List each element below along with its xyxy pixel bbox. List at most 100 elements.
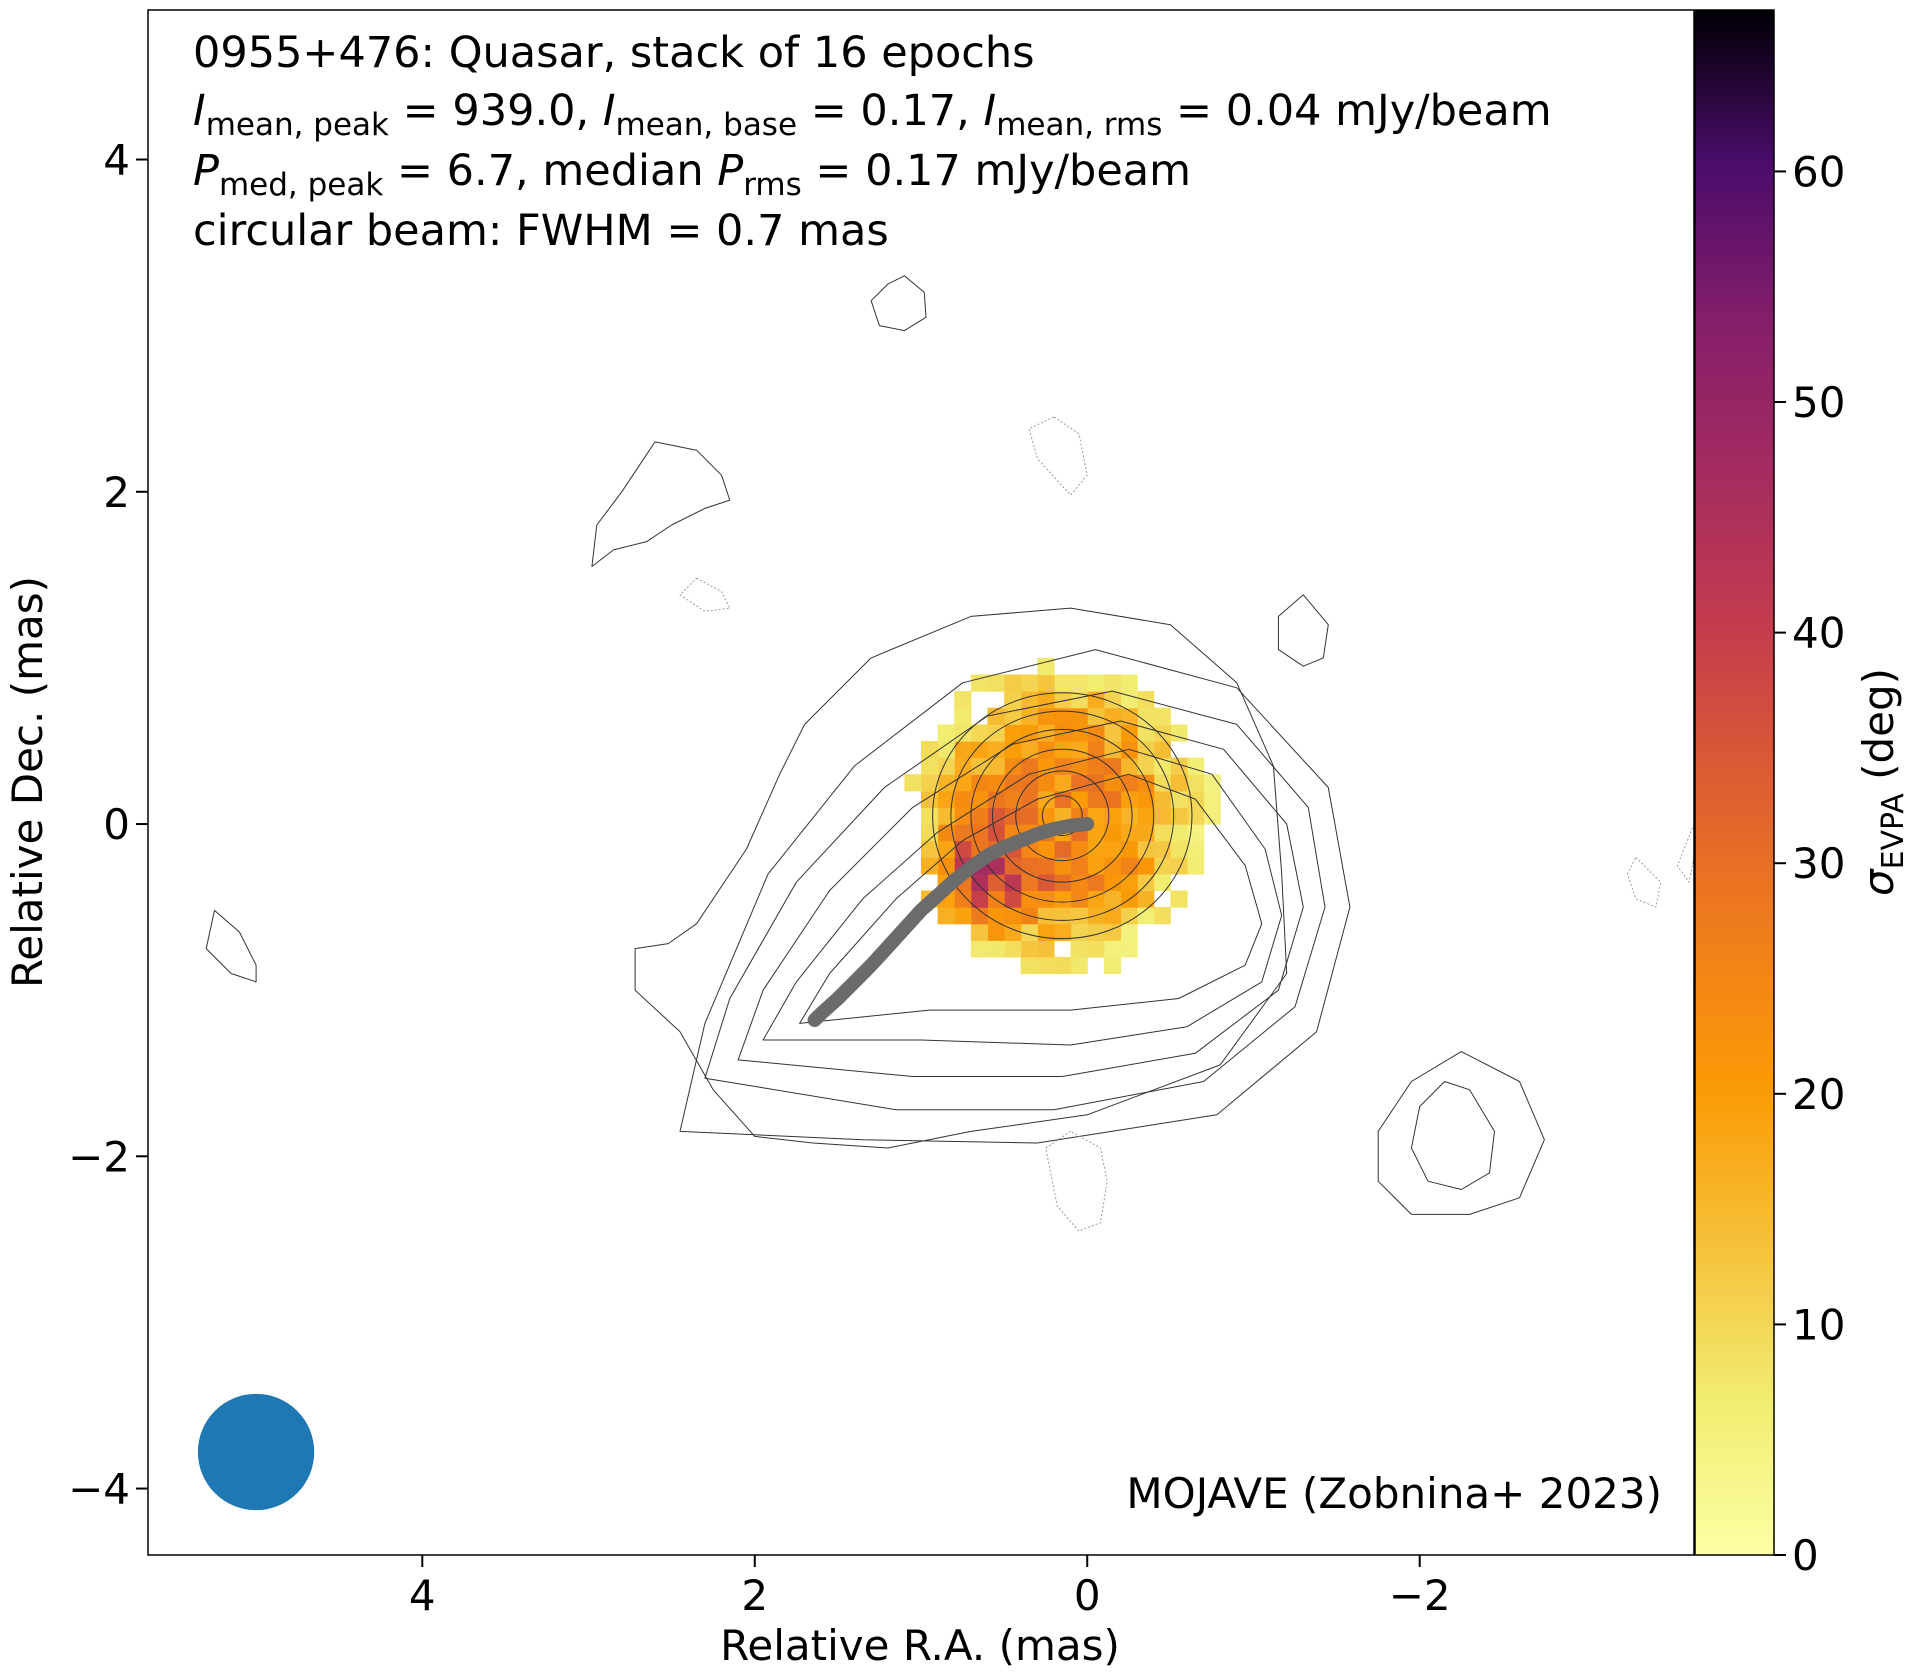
heat-pixel (1170, 890, 1188, 908)
heat-pixel (1037, 956, 1055, 975)
heat-pixel (1137, 840, 1155, 858)
heat-pixel (937, 774, 955, 792)
heat-pixel (1037, 940, 1055, 958)
negative-contour (1627, 856, 1662, 908)
heat-pixel (1120, 691, 1138, 709)
heat-pixel (1037, 774, 1055, 792)
colorbar-tick-label: 30 (1792, 839, 1845, 888)
heat-pixel (987, 741, 1005, 759)
heat-pixel (1203, 774, 1221, 792)
heat-pixel (1070, 724, 1088, 742)
heat-pixel (1120, 807, 1138, 825)
contour-line (634, 607, 1288, 1149)
heat-pixel (987, 724, 1005, 742)
heat-pixel (1020, 923, 1038, 941)
heat-pixel (1187, 857, 1205, 875)
heat-pixel (1170, 774, 1188, 792)
negative-contour (1676, 823, 1694, 883)
heat-pixel (1070, 873, 1088, 892)
heat-pixel (1087, 857, 1105, 875)
negative-contour (679, 577, 731, 612)
heat-pixel (1037, 741, 1055, 759)
heat-pixel (1170, 807, 1188, 825)
heat-pixel (987, 774, 1005, 792)
heat-pixel (1137, 907, 1155, 925)
heat-pixel (1070, 956, 1088, 975)
colorbar-label: σEVPA (deg) (1854, 668, 1905, 896)
heat-pixel (1037, 707, 1055, 725)
heat-pixel (1120, 707, 1138, 725)
heat-pixel (970, 724, 989, 742)
heat-pixel (1203, 790, 1221, 808)
heat-pixel (1087, 757, 1105, 775)
y-axis-label: Relative Dec. (mas) (3, 576, 52, 988)
heat-pixel (970, 873, 989, 892)
title-line-2: Imean, peak = 939.0, Imean, base = 0.17,… (193, 86, 1552, 143)
heat-pixel (1137, 890, 1155, 908)
heat-pixel (1037, 840, 1055, 858)
heat-pixel (954, 824, 972, 842)
heat-pixel (1004, 807, 1022, 825)
x-axis-label: Relative R.A. (mas) (720, 1621, 1120, 1670)
heat-pixel (1004, 757, 1022, 775)
heat-pixel (1137, 824, 1155, 842)
colorbar-tick-label: 60 (1792, 147, 1845, 196)
heat-pixel (1103, 774, 1122, 792)
heat-pixel (1103, 923, 1122, 941)
heat-pixel (1004, 724, 1022, 742)
heat-pixel (1137, 857, 1155, 875)
heat-pixel (937, 807, 955, 825)
heat-pixel (970, 940, 989, 958)
heat-pixel (1054, 890, 1072, 908)
heat-pixel (1020, 707, 1038, 725)
heat-pixel (1020, 873, 1038, 892)
heat-pixel (1020, 674, 1038, 692)
heat-pixel (937, 724, 955, 742)
colorbar: 0 10 20 30 40 50 60 σEVPA (deg) (1694, 9, 1905, 1580)
heat-pixel (1004, 741, 1022, 759)
heat-pixel (1153, 790, 1171, 808)
heat-pixel (1020, 741, 1038, 759)
heat-pixel (1153, 724, 1171, 742)
contour-line (679, 649, 1351, 1144)
heat-pixel (1070, 940, 1088, 958)
heat-pixel (1070, 707, 1088, 725)
colorbar-tick-label: 50 (1792, 378, 1845, 427)
heat-pixel (1020, 857, 1038, 875)
heat-pixel (1054, 907, 1072, 925)
heat-pixel (1037, 890, 1055, 908)
heat-pixel (987, 907, 1005, 925)
heat-pixel (1120, 774, 1138, 792)
heat-pixel (1037, 790, 1055, 808)
heat-pixel (970, 890, 989, 908)
y-tick-label: 0 (103, 800, 130, 849)
heat-pixel (1020, 956, 1038, 975)
colorbar-tick-label: 40 (1792, 609, 1845, 658)
heat-pixel (1103, 873, 1122, 892)
heat-pixel (937, 790, 955, 808)
contour-line (1410, 1081, 1495, 1190)
plot-area (147, 9, 1695, 1556)
heat-pixel (921, 790, 939, 808)
heat-pixel (1120, 757, 1138, 775)
heat-pixel (921, 857, 939, 875)
heat-pixel (1070, 840, 1088, 858)
contour-line (799, 773, 1263, 1024)
heat-pixel (1054, 790, 1072, 808)
heat-pixel (1070, 774, 1088, 792)
heat-pixel (1037, 757, 1055, 775)
heat-pixel (1103, 890, 1122, 908)
heat-pixel (1020, 757, 1038, 775)
heat-pixel (1103, 824, 1122, 842)
contour-line (737, 720, 1304, 1077)
heat-pixel (1054, 857, 1072, 875)
contour-line (1041, 795, 1083, 837)
heat-pixel (1103, 674, 1122, 692)
heat-pixel (1054, 691, 1072, 709)
x-tick-label: 2 (741, 1571, 768, 1620)
heat-pixel (1170, 840, 1188, 858)
heat-pixel (1087, 840, 1105, 858)
heat-pixel (1137, 807, 1155, 825)
heat-pixel (1020, 890, 1038, 908)
heat-pixel (1054, 707, 1072, 725)
